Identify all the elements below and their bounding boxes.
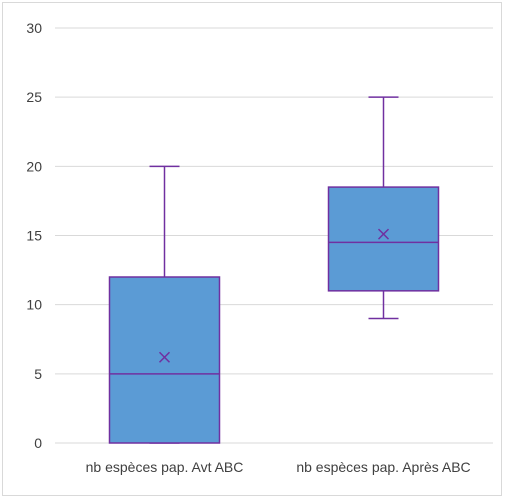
x-category-label: nb espèces pap. Après ABC bbox=[296, 459, 470, 475]
y-tick-label: 0 bbox=[34, 435, 42, 451]
mean-marker bbox=[158, 351, 171, 363]
box-group bbox=[327, 96, 440, 320]
x-axis-categories: nb espèces pap. Avt ABC nb espèces pap. A… bbox=[86, 459, 471, 475]
box-iqr bbox=[327, 186, 440, 292]
box-iqr bbox=[108, 276, 221, 444]
y-tick-label: 10 bbox=[26, 297, 42, 313]
boxes bbox=[108, 96, 440, 444]
box-group bbox=[108, 165, 221, 444]
y-tick-label: 15 bbox=[26, 228, 42, 244]
x-category-label: nb espèces pap. Avt ABC bbox=[86, 459, 244, 475]
mean-marker bbox=[377, 228, 390, 240]
y-axis-ticks: 0 5 10 15 20 25 30 bbox=[26, 20, 42, 451]
y-tick-label: 25 bbox=[26, 89, 42, 105]
y-tick-label: 5 bbox=[34, 366, 42, 382]
y-tick-label: 20 bbox=[26, 158, 42, 174]
y-tick-label: 30 bbox=[26, 20, 42, 36]
